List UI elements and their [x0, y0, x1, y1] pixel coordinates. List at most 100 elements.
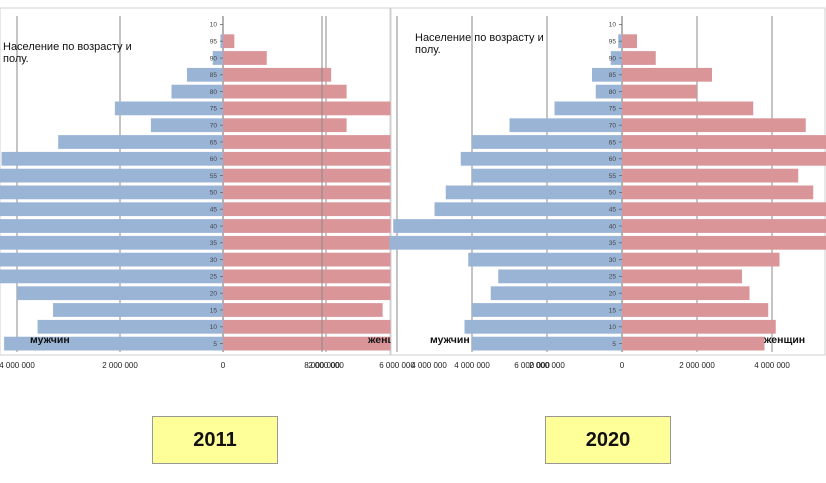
x-tick-label: 6 000 000 — [514, 361, 550, 370]
bar-women-70 — [622, 118, 806, 133]
x-tick-label: 4 000 000 — [411, 361, 447, 370]
pyramid-2020: 510152025303540455055606570758085909510 … — [304, 7, 826, 370]
age-tick-label: 85 — [210, 72, 218, 79]
x-tick-label: 4 000 000 — [754, 361, 790, 370]
bar-women-25 — [622, 269, 742, 284]
bar-men-10 — [37, 319, 223, 334]
bar-women-75 — [622, 101, 754, 116]
left-label-men-2020: мужчин — [430, 334, 470, 346]
age-tick-label: 60 — [609, 156, 617, 163]
bar-women-30 — [622, 252, 780, 267]
bar-men-40 — [0, 219, 224, 233]
x-tick-label: 8 000 000 — [304, 361, 340, 370]
x-tick-label: 0 — [620, 361, 625, 370]
pyramid-2011: 510152025303540455055606570758085909510 … — [0, 7, 550, 370]
bar-men-35 — [389, 235, 622, 250]
bar-women-95 — [622, 34, 637, 49]
bar-women-20 — [622, 286, 750, 301]
age-tick-label: 45 — [210, 207, 218, 214]
bar-men-45 — [434, 202, 622, 217]
bar-men-25 — [498, 269, 622, 284]
bar-men-45 — [0, 202, 224, 217]
age-tick-label: 10 — [609, 324, 617, 331]
bar-women-55 — [622, 168, 799, 183]
bar-men-60 — [1, 151, 223, 166]
bar-men-30 — [0, 252, 224, 267]
x-tick-label: 2 000 000 — [529, 361, 565, 370]
right-label-women-2020: женщин — [763, 334, 805, 346]
bar-men-65 — [58, 135, 224, 149]
bar-men-75 — [114, 101, 223, 116]
age-tick-label: 90 — [609, 55, 617, 62]
bar-men-50 — [0, 185, 224, 200]
year-label-2011: 2011 — [152, 416, 278, 464]
age-tick-label: 35 — [210, 240, 218, 247]
age-tick-label: 95 — [609, 39, 617, 46]
age-tick-label: 75 — [609, 106, 617, 113]
age-tick-label: 85 — [609, 72, 617, 79]
age-tick-label: 40 — [210, 223, 218, 230]
age-tick-label: 10 — [210, 324, 218, 331]
bar-women-85 — [223, 67, 332, 82]
age-tick-label: 95 — [210, 39, 218, 46]
bar-women-75 — [223, 101, 435, 116]
bar-women-65 — [622, 135, 826, 149]
bar-men-75 — [554, 101, 622, 116]
bar-women-15 — [622, 303, 769, 317]
bar-women-60 — [622, 151, 826, 166]
bar-women-10 — [622, 319, 776, 334]
age-tick-label: 10 — [210, 22, 218, 29]
bar-women-5 — [622, 336, 765, 351]
bar-women-90 — [223, 51, 267, 65]
bar-men-10 — [464, 319, 622, 334]
bar-men-65 — [472, 135, 622, 149]
bar-women-80 — [223, 84, 347, 99]
bar-women-70 — [223, 118, 347, 133]
bar-women-80 — [622, 84, 697, 99]
bar-women-45 — [622, 202, 826, 217]
bar-men-15 — [472, 303, 622, 317]
age-tick-label: 15 — [210, 307, 218, 314]
x-tick-label: 6 000 000 — [379, 361, 415, 370]
age-tick-label: 40 — [609, 223, 617, 230]
age-tick-label: 80 — [609, 89, 617, 96]
age-tick-label: 25 — [609, 274, 617, 281]
bar-men-70 — [509, 118, 622, 133]
age-tick-label: 70 — [210, 123, 218, 130]
bar-men-50 — [445, 185, 622, 200]
age-tick-label: 55 — [210, 173, 218, 180]
bar-men-30 — [468, 252, 622, 267]
age-tick-label: 55 — [609, 173, 617, 180]
age-tick-label: 30 — [609, 257, 617, 264]
bar-women-15 — [223, 303, 383, 317]
bar-men-20 — [490, 286, 622, 301]
bar-women-40 — [622, 219, 826, 233]
bar-men-85 — [186, 67, 223, 82]
bar-women-35 — [622, 235, 826, 250]
age-tick-label: 30 — [210, 257, 218, 264]
age-tick-label: 70 — [609, 123, 617, 130]
bar-women-95 — [223, 34, 235, 49]
bar-women-50 — [622, 185, 814, 200]
x-tick-label: 0 — [221, 361, 226, 370]
age-tick-label: 45 — [609, 207, 617, 214]
bar-men-90 — [212, 51, 223, 65]
bar-men-55 — [0, 168, 223, 183]
age-tick-label: 20 — [210, 291, 218, 298]
age-tick-label: 50 — [609, 190, 617, 197]
x-tick-label: 4 000 000 — [454, 361, 490, 370]
bar-women-5 — [223, 336, 429, 351]
bar-men-25 — [0, 269, 223, 284]
age-tick-label: 15 — [609, 307, 617, 314]
chart-title-2011: Население по возрасту и полу. — [3, 41, 132, 65]
age-tick-label: 20 — [609, 291, 617, 298]
bar-men-80 — [595, 84, 622, 99]
bar-men-35 — [0, 235, 224, 250]
age-tick-label: 65 — [609, 139, 617, 146]
bar-men-85 — [592, 67, 622, 82]
bar-men-40 — [393, 219, 622, 233]
x-tick-label: 2 000 000 — [308, 361, 344, 370]
bar-men-5 — [4, 336, 223, 351]
x-tick-label: 2 000 000 — [102, 361, 138, 370]
